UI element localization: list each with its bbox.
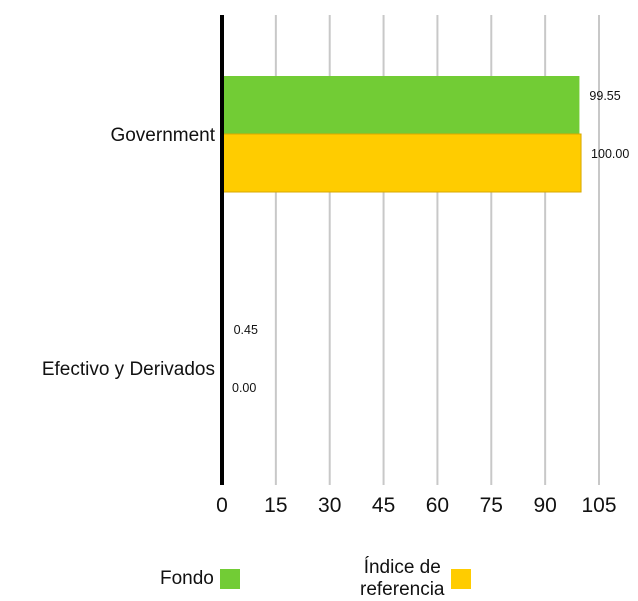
legend-fondo: Fondo [160, 568, 240, 590]
bar-0-1 [221, 133, 582, 193]
legend-indice-swatch [450, 569, 471, 589]
category-label-0: Government [110, 125, 215, 146]
legend-indice-label-line2: referencia [360, 579, 445, 600]
bar-0-0 [222, 76, 580, 134]
legend-indice-label: Índice de referencia [360, 557, 445, 601]
data-label-1-0: 0.45 [234, 323, 258, 337]
x-tick-label-60: 60 [426, 494, 449, 517]
data-label-0-1: 100.00 [591, 147, 629, 161]
x-tick-label-105: 105 [581, 494, 616, 517]
legend-indice-label-line1: Índice de [363, 557, 441, 578]
x-tick-label-75: 75 [480, 494, 503, 517]
legend-fondo-swatch [219, 569, 240, 589]
x-tick-label-15: 15 [264, 494, 287, 517]
x-tick-label-30: 30 [318, 494, 341, 517]
legend-fondo-label: Fondo [160, 568, 214, 589]
category-label-1: Efectivo y Derivados [42, 359, 215, 380]
x-tick-label-90: 90 [533, 494, 556, 517]
x-tick-label-0: 0 [216, 494, 228, 517]
x-tick-label-45: 45 [372, 494, 395, 517]
bar-chart: 99.55 100.00 Government 0.45 0.00 Efectivo y … [42, 15, 629, 517]
legend-indice: Índice de referencia [360, 557, 471, 601]
data-label-0-0: 99.55 [589, 89, 620, 103]
data-label-1-1: 0.00 [232, 381, 256, 395]
